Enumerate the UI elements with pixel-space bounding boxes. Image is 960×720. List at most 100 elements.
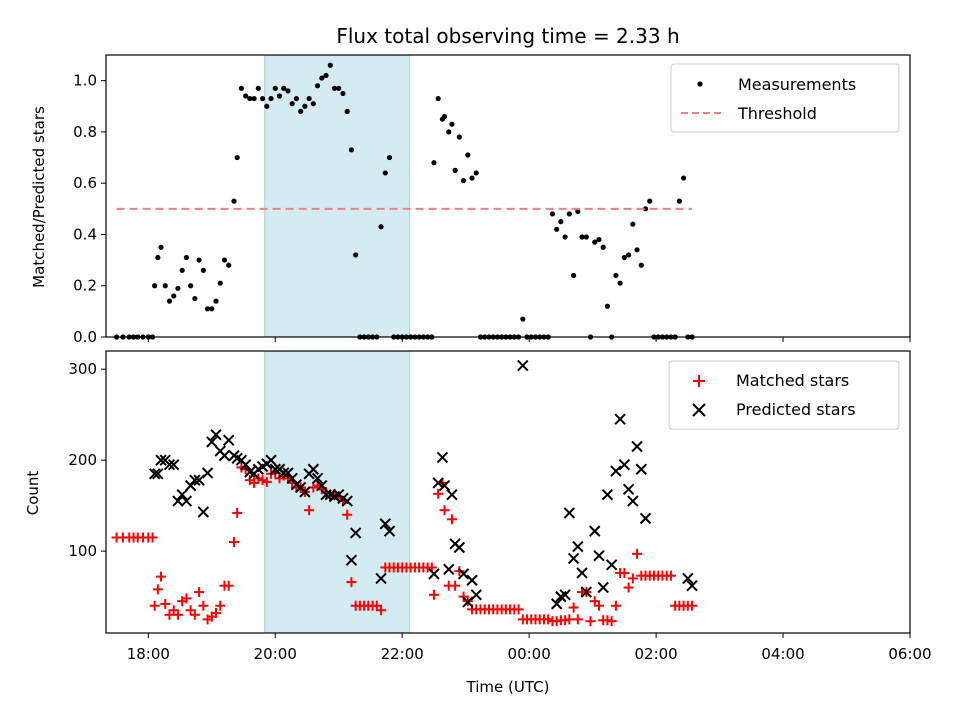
measurement-point (592, 239, 598, 245)
predicted-point (627, 495, 639, 507)
predicted-point (563, 507, 576, 519)
measurement-point (204, 306, 211, 312)
predicted-point (597, 581, 609, 594)
predicted-point (152, 468, 164, 480)
matched-point (304, 505, 315, 516)
matched-point (198, 600, 209, 611)
measurement-point (638, 262, 644, 268)
predicted-point (432, 477, 444, 489)
measurement-point (549, 211, 556, 217)
predicted-point (436, 451, 449, 464)
measurement-point (353, 252, 359, 258)
measurement-point (247, 95, 253, 102)
predicted-point (428, 568, 440, 580)
matched-point (632, 548, 643, 559)
count-axes-frame (105, 350, 911, 634)
predicted-point (197, 506, 210, 518)
measurement-point (272, 85, 278, 91)
measurement-point (152, 283, 158, 289)
measurement-point (196, 257, 202, 263)
measurement-point (441, 113, 448, 120)
x-tick-label: 18:00 (127, 645, 170, 663)
predicted-point (466, 574, 478, 586)
predicted-point (601, 489, 614, 501)
legend-label-measurements: Measurements (738, 75, 856, 94)
measurement-point (469, 175, 475, 181)
measurement-point (162, 283, 168, 289)
matched-point (433, 488, 444, 499)
predicted-point (189, 474, 201, 486)
measurement-point (566, 211, 572, 217)
measurement-point (452, 167, 458, 173)
measurement-point (558, 219, 564, 225)
y-tick-label: 0.6 (73, 174, 97, 192)
measurement-point (158, 244, 164, 250)
measurement-point (183, 254, 189, 261)
predicted-point (180, 495, 193, 507)
predicted-point (631, 440, 643, 453)
measurement-point (171, 293, 177, 299)
measurement-point (647, 198, 653, 204)
y-tick-label: 300 (68, 360, 97, 378)
predicted-point (438, 479, 451, 492)
x-tick-label: 00:00 (508, 645, 551, 663)
predicted-point (567, 552, 580, 565)
measurement-point (562, 234, 568, 240)
measurement-point (681, 175, 687, 181)
chart-title: Flux total observing time = 2.33 h (336, 24, 679, 48)
legend-marker-matched (693, 375, 705, 387)
predicted-point (176, 489, 188, 501)
predicted-point (307, 463, 320, 475)
measurement-point (175, 285, 181, 291)
measurement-point (276, 93, 283, 99)
measurement-point (298, 108, 304, 114)
predicted-point (349, 527, 362, 539)
predicted-point (218, 449, 231, 462)
matched-point (450, 580, 461, 591)
matched-point (585, 616, 596, 627)
predicted-point (223, 434, 235, 446)
y-tick-label: 1.0 (73, 72, 97, 90)
predicted-point (148, 468, 161, 480)
matched-point (593, 600, 604, 611)
measurement-point (465, 152, 471, 158)
matched-point (194, 587, 205, 598)
matched-point (376, 605, 387, 616)
legend-label-predicted: Predicted stars (736, 400, 856, 419)
count-y-axis-label: Count (24, 471, 42, 516)
matched-point (513, 604, 524, 615)
legend-marker-measurements (697, 81, 703, 87)
measurement-point (281, 85, 287, 91)
predicted-point (576, 567, 588, 579)
measurement-point (217, 280, 223, 286)
matched-point (346, 577, 357, 588)
legend-label-threshold: Threshold (737, 104, 817, 123)
ratio-legend-box (670, 63, 900, 133)
matched-point (232, 507, 243, 518)
measurement-point (319, 75, 325, 81)
measurement-point (613, 272, 619, 279)
measurement-point (323, 72, 329, 79)
measurement-point (626, 252, 632, 258)
measurement-point (554, 226, 560, 232)
measurement-point (231, 198, 237, 204)
predicted-point (375, 572, 387, 585)
measurement-point (520, 316, 526, 322)
measurement-point (642, 206, 649, 212)
matched-point (606, 616, 617, 627)
measurement-point (617, 280, 623, 286)
measurement-point (200, 267, 206, 273)
predicted-point (446, 489, 458, 501)
y-tick-label: 0.4 (73, 225, 97, 243)
x-tick-label: 02:00 (634, 645, 677, 663)
predicted-point (265, 454, 277, 466)
predicted-point (470, 589, 482, 601)
measurement-point (460, 178, 467, 184)
measurement-point (268, 95, 274, 102)
count-legend-box (668, 360, 900, 430)
predicted-point (163, 459, 176, 471)
x-tick-label: 04:00 (761, 645, 804, 663)
predicted-point (614, 413, 626, 425)
ratio-legend: Measurements Threshold (670, 63, 900, 133)
measurement-point (251, 95, 257, 102)
